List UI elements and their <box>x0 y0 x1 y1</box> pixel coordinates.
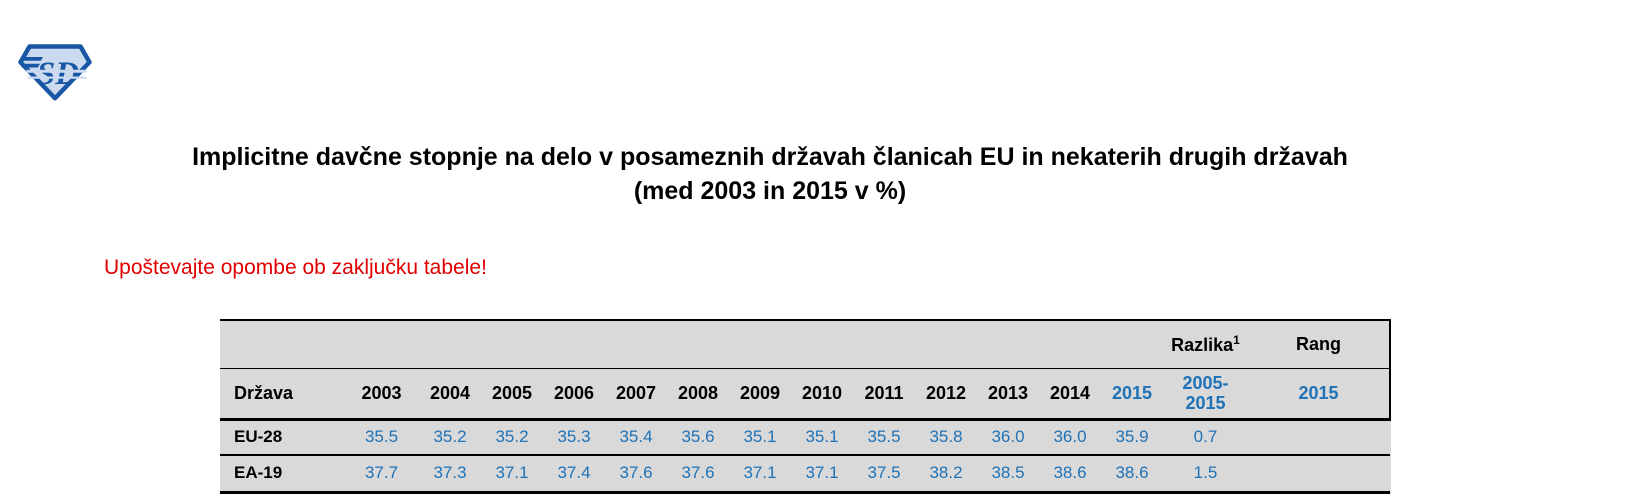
rang-year-header: 2015 <box>1248 368 1391 421</box>
value-cell: 35.5 <box>853 419 915 456</box>
year-header: 2006 <box>543 368 605 421</box>
value-cell: 37.6 <box>667 455 729 494</box>
value-cell: 38.5 <box>977 455 1039 494</box>
tax-rates-table: Razlika1 Rang Država 2003 2004 2005 2006… <box>220 319 1391 494</box>
value-cell: 37.1 <box>481 455 543 494</box>
value-cell: 37.1 <box>791 455 853 494</box>
empty-header-cell <box>220 320 1163 369</box>
value-cell: 37.1 <box>729 455 791 494</box>
value-cell: 35.6 <box>667 419 729 456</box>
value-cell: 37.4 <box>543 455 605 494</box>
notes-warning-text: Upoštevajte opombe ob zaključku tabele! <box>104 256 487 279</box>
value-cell: 37.6 <box>605 455 667 494</box>
razlika-period-line1: 2005- <box>1182 373 1229 393</box>
value-cell: 37.5 <box>853 455 915 494</box>
year-header: 2013 <box>977 368 1039 421</box>
country-column-header: Država <box>220 368 344 421</box>
rang-cell <box>1248 455 1390 494</box>
table-row-ea19: EA-19 37.7 37.3 37.1 37.4 37.6 37.6 37.1… <box>220 455 1390 494</box>
value-cell: 35.1 <box>729 419 791 456</box>
value-cell: 36.0 <box>1039 419 1101 456</box>
razlika-cell: 1.5 <box>1163 455 1248 494</box>
year-header: 2014 <box>1039 368 1101 421</box>
table-header-row-years: Država 2003 2004 2005 2006 2007 2008 200… <box>220 368 1391 421</box>
rang-header: Rang <box>1248 320 1391 369</box>
razlika-cell: 0.7 <box>1163 419 1248 456</box>
value-cell: 38.2 <box>915 455 977 494</box>
year-header: 2009 <box>729 368 791 421</box>
country-cell: EA-19 <box>220 455 344 494</box>
year-header: 2010 <box>791 368 853 421</box>
value-cell: 38.6 <box>1101 455 1163 494</box>
value-cell: 35.8 <box>915 419 977 456</box>
document-title: Implicitne davčne stopnje na delo v posa… <box>60 140 1480 208</box>
value-cell: 35.2 <box>481 419 543 456</box>
year-header: 2008 <box>667 368 729 421</box>
razlika-period-header: 2005- 2015 <box>1163 368 1248 421</box>
year-header: 2004 <box>419 368 481 421</box>
year-header: 2012 <box>915 368 977 421</box>
razlika-label: Razlika <box>1171 334 1234 355</box>
value-cell: 35.5 <box>344 419 419 456</box>
title-line-2: (med 2003 in 2015 v %) <box>633 177 907 205</box>
svg-text:SD: SD <box>37 56 79 92</box>
sd-gem-logo: SD <box>16 42 94 102</box>
razlika-period-line2: 2015 <box>1185 393 1226 413</box>
year-header: 2007 <box>605 368 667 421</box>
year-header: 2005 <box>481 368 543 421</box>
razlika-header: Razlika1 <box>1163 320 1248 369</box>
value-cell: 35.4 <box>605 419 667 456</box>
value-cell: 37.7 <box>344 455 419 494</box>
title-line-1: Implicitne davčne stopnje na delo v posa… <box>192 143 1348 171</box>
year-header: 2003 <box>344 368 419 421</box>
value-cell: 35.3 <box>543 419 605 456</box>
value-cell: 35.1 <box>791 419 853 456</box>
value-cell: 37.3 <box>419 455 481 494</box>
table-row-eu28: EU-28 35.5 35.2 35.2 35.3 35.4 35.6 35.1… <box>220 419 1390 456</box>
country-cell: EU-28 <box>220 419 344 456</box>
year-header: 2011 <box>853 368 915 421</box>
value-cell: 38.6 <box>1039 455 1101 494</box>
razlika-footnote-sup: 1 <box>1233 332 1240 347</box>
gem-icon: SD <box>18 44 92 101</box>
table-header-row-top: Razlika1 Rang <box>220 320 1391 369</box>
rang-cell <box>1248 419 1390 456</box>
value-cell: 35.9 <box>1101 419 1163 456</box>
year-header-highlight: 2015 <box>1101 368 1163 421</box>
value-cell: 35.2 <box>419 419 481 456</box>
value-cell: 36.0 <box>977 419 1039 456</box>
